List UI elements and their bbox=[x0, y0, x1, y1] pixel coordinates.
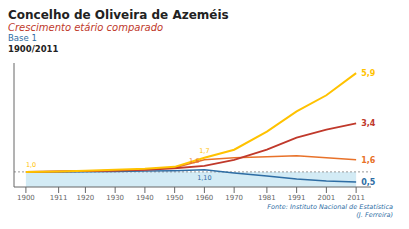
svg-text:2011: 2011 bbox=[347, 194, 365, 202]
svg-text:1960: 1960 bbox=[195, 194, 213, 202]
html-text:1900/2011: 1900/2011 bbox=[8, 44, 59, 54]
svg-text:1,6: 1,6 bbox=[361, 156, 376, 165]
html-text:Fonte: Instituto Nacional de E: Fonte: Instituto Nacional de Estatística bbox=[267, 203, 393, 211]
svg-text:1,10: 1,10 bbox=[197, 174, 211, 182]
html-text:(J. Ferreira): (J. Ferreira) bbox=[356, 211, 393, 219]
svg-text:1950: 1950 bbox=[166, 194, 184, 202]
svg-text:0,5: 0,5 bbox=[361, 178, 376, 187]
svg-text:1,7: 1,7 bbox=[199, 147, 209, 155]
svg-text:1970: 1970 bbox=[225, 194, 243, 202]
svg-text:1920: 1920 bbox=[76, 194, 94, 202]
html-text:Concelho de Oliveira de Azeméi: Concelho de Oliveira de Azeméis bbox=[8, 8, 229, 22]
svg-text:1,6: 1,6 bbox=[189, 157, 199, 165]
svg-text:1930: 1930 bbox=[106, 194, 124, 202]
svg-text:1900: 1900 bbox=[17, 194, 35, 202]
svg-text:1981: 1981 bbox=[258, 194, 276, 202]
html-text:Crescimento etário comparado: Crescimento etário comparado bbox=[8, 22, 164, 33]
svg-text:5,9: 5,9 bbox=[361, 69, 376, 78]
html-text:Base 1: Base 1 bbox=[8, 33, 37, 43]
svg-text:1,0: 1,0 bbox=[26, 161, 36, 169]
svg-text:1991: 1991 bbox=[288, 194, 306, 202]
svg-text:3,4: 3,4 bbox=[361, 119, 376, 128]
svg-text:1911: 1911 bbox=[50, 194, 68, 202]
svg-text:1940: 1940 bbox=[136, 194, 154, 202]
svg-text:2001: 2001 bbox=[317, 194, 335, 202]
